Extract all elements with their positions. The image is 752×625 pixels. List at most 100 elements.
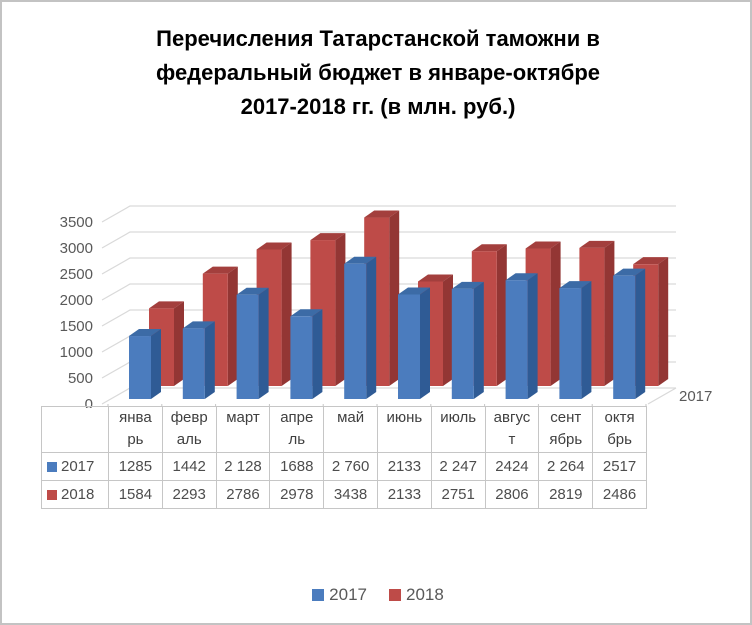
table-row-header-2018: 2018: [41, 480, 109, 509]
category-label-октябрь: октя брь: [592, 406, 647, 453]
bar-2017-июнь: [398, 294, 420, 399]
y-axis-tick-label: 500: [68, 370, 93, 387]
category-label-март: март: [215, 406, 271, 453]
y-axis-tick-label: 2500: [60, 266, 93, 283]
bar-2017-март: [236, 294, 259, 399]
gridline: [101, 205, 676, 223]
bar-top-2017-февраль: [182, 321, 215, 329]
bar-top-2018-июнь: [418, 274, 453, 282]
table-value-2017-февраль: 1442: [161, 452, 217, 481]
bar-2017-сентябрь: [559, 288, 582, 399]
category-label-апрель: апре ль: [269, 406, 325, 453]
chart-title-line: Перечисления Татарстанской таможни в: [156, 26, 600, 51]
table-value-2017-январь: 1285: [108, 452, 163, 481]
bar-side-2017-январь: [151, 329, 161, 399]
bar-2017-январь: [129, 336, 151, 399]
table-value-2018-октябрь: 2486: [592, 480, 647, 509]
bar-top-2018-апрель: [310, 233, 346, 241]
y-axis-tick-label: 3500: [60, 214, 93, 231]
chart-title: Перечисления Татарстанской таможни в феде…: [2, 22, 750, 124]
chart-title-line: федеральный бюджет в январе-октябре: [155, 60, 601, 85]
bar-2017-февраль: [182, 328, 205, 399]
table-value-2017-сентябрь: 2 264: [538, 452, 594, 481]
bar-side-2018-февраль: [227, 266, 238, 386]
bar-side-2017-март: [258, 287, 269, 399]
series-key-swatch: [47, 461, 57, 472]
table-value-2018-февраль: 2293: [161, 480, 217, 509]
bar-top-2017-апрель: [290, 309, 323, 317]
bar-side-2017-июнь: [420, 287, 430, 399]
series-name: 2018: [61, 486, 95, 503]
table-value-2017-май: 2 760: [323, 452, 378, 481]
bar-2017-август: [505, 280, 528, 399]
bar-2017-апрель: [290, 316, 313, 399]
category-label-июль: июль: [430, 406, 486, 453]
series-name: 2017: [61, 458, 95, 475]
bar-side-2017-июль: [473, 281, 484, 399]
bar-2017-май: [344, 263, 367, 399]
bar-side-2017-февраль: [204, 321, 215, 399]
chart-title-line: 2017-2018 гг. (в млн. руб.): [240, 94, 516, 119]
y-axis-tick-label: 2000: [60, 292, 93, 309]
data-table: янва рь февр аль март апре ль май июнь июль авг…: [41, 406, 647, 509]
table-corner-blank: [41, 406, 109, 453]
bar-top-2018-март: [256, 242, 292, 250]
bar-top-2018-февраль: [202, 266, 238, 274]
legend-swatch: [389, 589, 401, 601]
gridline: [101, 231, 676, 249]
bar-top-2018-октябрь: [633, 257, 669, 265]
bar-top-2017-август: [505, 273, 538, 281]
bar-top-2018-июль: [471, 244, 507, 252]
table-value-2017-август: 2424: [484, 452, 540, 481]
bar-side-2017-май: [366, 256, 377, 399]
floor-right-edge: [647, 387, 677, 405]
table-value-2017-июль: 2 247: [430, 452, 486, 481]
bar-side-2018-январь: [174, 301, 184, 386]
y-axis-tick-label: 1000: [60, 344, 93, 361]
bar-2017-октябрь: [613, 275, 636, 399]
bar-side-2017-апрель: [312, 309, 323, 399]
bar-side-2018-октябрь: [658, 257, 669, 386]
category-label-май: май: [323, 406, 378, 453]
depth-axis-label: 2017: [679, 388, 712, 405]
bar-top-2017-май: [344, 256, 377, 264]
bar-side-2018-март: [281, 242, 292, 386]
legend-item-2018: 2018: [389, 585, 444, 605]
bar-top-2018-май: [364, 210, 400, 218]
category-label-февраль: февр аль: [161, 406, 217, 453]
table-value-2018-июнь: 2133: [376, 480, 432, 509]
table-value-2018-январь: 1584: [108, 480, 163, 509]
bar-top-2018-сентябрь: [579, 240, 615, 248]
bar-side-2017-август: [527, 273, 538, 399]
y-axis-tick-label: 3000: [60, 240, 93, 257]
bar-top-2018-август: [525, 241, 561, 249]
bar-2017-июль: [451, 288, 474, 399]
category-label-июнь: июнь: [376, 406, 432, 453]
bar-top-2017-июль: [451, 281, 484, 289]
table-value-2018-июль: 2751: [430, 480, 486, 509]
bar-top-2017-сентябрь: [559, 281, 592, 289]
bar-side-2017-октябрь: [635, 268, 646, 399]
table-value-2017-октябрь: 2517: [592, 452, 647, 481]
table-value-2018-сентябрь: 2819: [538, 480, 594, 509]
bar-top-2018-январь: [149, 301, 184, 309]
chart-canvas: 0 500 1000 1500 2000 2500 3000 3500 2017: [60, 205, 712, 408]
table-value-2018-май: 3438: [323, 480, 378, 509]
legend-swatch: [312, 589, 325, 601]
table-row-header-2017: 2017: [41, 452, 109, 481]
category-label-сентябрь: сент ябрь: [538, 406, 594, 453]
bar-top-2017-март: [236, 287, 269, 295]
legend-label: 2017: [329, 585, 367, 604]
y-axis-tick-label: 1500: [60, 318, 93, 335]
table-value-2018-август: 2806: [484, 480, 540, 509]
bar-side-2018-май: [389, 210, 400, 386]
table-value-2017-июнь: 2133: [376, 452, 432, 481]
series-key-swatch: [47, 489, 57, 500]
table-value-2017-март: 2 128: [215, 452, 271, 481]
table-value-2017-апрель: 1688: [269, 452, 325, 481]
legend-label: 2018: [406, 585, 444, 604]
bar-top-2017-июнь: [398, 287, 430, 295]
y-axis-tick-label: 0: [85, 396, 93, 408]
bar-side-2018-июнь: [443, 274, 453, 386]
